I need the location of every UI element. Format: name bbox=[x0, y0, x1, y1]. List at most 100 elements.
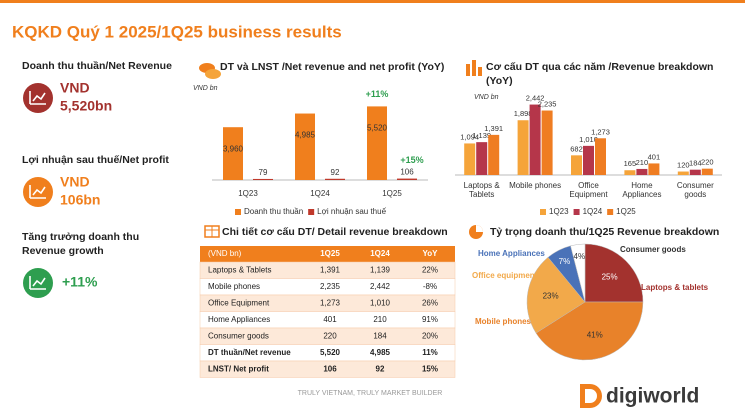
x-tick-label: 1Q24 bbox=[310, 189, 330, 198]
bar bbox=[529, 104, 541, 175]
table-cell: LNST/ Net profit bbox=[208, 364, 269, 373]
pie-category-label: Home Appliances bbox=[478, 249, 545, 258]
chart-title: Cơ cấu DT qua các năm /Revenue breakdown… bbox=[486, 61, 714, 87]
value-label: 4,985 bbox=[295, 131, 316, 140]
pie-slice bbox=[535, 301, 644, 361]
bar bbox=[677, 171, 689, 175]
pie-value-label: 41% bbox=[587, 331, 603, 340]
value-label: 79 bbox=[259, 168, 268, 177]
value-label: 1,273 bbox=[591, 127, 610, 136]
table-cell: 401 bbox=[323, 315, 337, 324]
table-cell: 22% bbox=[422, 265, 438, 274]
pie-category-label: Office equipment bbox=[472, 271, 538, 280]
x-tick-label: Office Equipment bbox=[569, 181, 608, 199]
bar bbox=[517, 120, 529, 175]
kpi-unit: VND bbox=[60, 174, 90, 190]
table-cell: DT thuần/Net revenue bbox=[208, 348, 291, 357]
bar bbox=[583, 145, 594, 175]
kpi-label: Lợi nhuận sau thuế/Net profit bbox=[22, 154, 169, 166]
legend-label: 1Q23 bbox=[549, 207, 569, 216]
value-label: 3,960 bbox=[223, 144, 244, 153]
unit-label: VND bn bbox=[193, 85, 218, 92]
legend-swatch bbox=[540, 209, 546, 215]
table-cell: 1,391 bbox=[320, 265, 341, 274]
logo-mark bbox=[580, 384, 602, 408]
table-title: Chi tiết cơ cấu DT/ Detail revenue break… bbox=[222, 226, 448, 238]
bar bbox=[253, 178, 273, 180]
kpi-value: 106bn bbox=[60, 192, 100, 208]
value-label: 2,442 bbox=[526, 94, 545, 103]
table-cell: 91% bbox=[422, 315, 438, 324]
pie-category-label: Consumer goods bbox=[620, 245, 686, 254]
bar bbox=[541, 110, 553, 175]
pie-slice bbox=[570, 243, 586, 303]
table-cell: 1,010 bbox=[370, 298, 391, 307]
table-cell: Consumer goods bbox=[208, 331, 269, 340]
bar bbox=[595, 138, 606, 175]
value-label: 1,391 bbox=[484, 124, 503, 133]
bar bbox=[397, 178, 417, 180]
table-header: (VND bn) bbox=[208, 249, 242, 258]
table-cell: 26% bbox=[422, 298, 438, 307]
value-label: 2,235 bbox=[538, 100, 557, 109]
value-label: 220 bbox=[701, 158, 714, 167]
bar bbox=[701, 168, 713, 175]
kpi-icon bbox=[23, 177, 53, 207]
annotation: +15% bbox=[400, 155, 423, 165]
pie-value-label: 7% bbox=[559, 257, 571, 266]
table-cell: 220 bbox=[323, 331, 337, 340]
legend-swatch bbox=[607, 209, 614, 215]
kpi-unit: VND bbox=[60, 80, 90, 96]
bar bbox=[367, 106, 387, 180]
bar bbox=[223, 127, 243, 180]
kpi-label: Revenue growth bbox=[22, 245, 104, 257]
logo: digiworld bbox=[606, 385, 699, 408]
unit-label: VND bn bbox=[474, 94, 499, 101]
kpi-icon bbox=[23, 83, 53, 113]
legend-label: 1Q24 bbox=[583, 207, 603, 216]
bar bbox=[325, 178, 345, 180]
table-cell: 184 bbox=[373, 331, 387, 340]
kpi-icon-glyph bbox=[29, 91, 46, 105]
kpi-value: 5,520bn bbox=[60, 98, 112, 114]
kpi-icon-glyph bbox=[29, 185, 46, 199]
x-tick-label: 1Q23 bbox=[238, 189, 258, 198]
value-label: 401 bbox=[648, 152, 661, 161]
value-label: 210 bbox=[636, 158, 649, 167]
table-cell: 4,985 bbox=[370, 348, 391, 357]
table-cell: Laptops & Tablets bbox=[208, 265, 271, 274]
pie-slice bbox=[526, 256, 586, 334]
pie-category-label: Laptops & tablets bbox=[641, 283, 709, 292]
bar bbox=[571, 155, 582, 175]
bar bbox=[464, 143, 476, 175]
bar bbox=[295, 113, 315, 180]
table-cell: 5,520 bbox=[320, 348, 341, 357]
value-label: 165 bbox=[624, 159, 637, 168]
value-label: 120 bbox=[677, 161, 690, 170]
footer: TRULY VIETNAM, TRULY MARKET BUILDER bbox=[298, 390, 443, 397]
table-header-bg bbox=[200, 246, 455, 262]
table-cell: Mobile phones bbox=[208, 282, 260, 291]
value-label: 1,898 bbox=[514, 109, 533, 118]
table-header: 1Q24 bbox=[370, 249, 390, 258]
kpi-label: Doanh thu thuần/Net Revenue bbox=[22, 60, 172, 72]
bar bbox=[476, 142, 488, 175]
table-cell: 92 bbox=[376, 364, 385, 373]
kpi-icon bbox=[23, 268, 53, 298]
pie-slice bbox=[584, 243, 644, 303]
bar bbox=[624, 170, 636, 175]
value-label: 92 bbox=[331, 168, 340, 177]
icons bbox=[199, 60, 483, 239]
legend-label: Doanh thu thuần bbox=[244, 207, 303, 216]
table-cell: 106 bbox=[323, 364, 337, 373]
x-tick-label: Home Appliances bbox=[622, 181, 662, 199]
legend-swatch bbox=[573, 209, 580, 215]
table-cell: 2,235 bbox=[320, 282, 341, 291]
annotation: +11% bbox=[366, 89, 389, 99]
bar bbox=[636, 168, 648, 175]
value-label: 1,010 bbox=[579, 135, 598, 144]
kpi-icon-glyph bbox=[29, 276, 46, 290]
bar bbox=[488, 134, 500, 175]
table-cell: Office Equipment bbox=[208, 298, 270, 307]
